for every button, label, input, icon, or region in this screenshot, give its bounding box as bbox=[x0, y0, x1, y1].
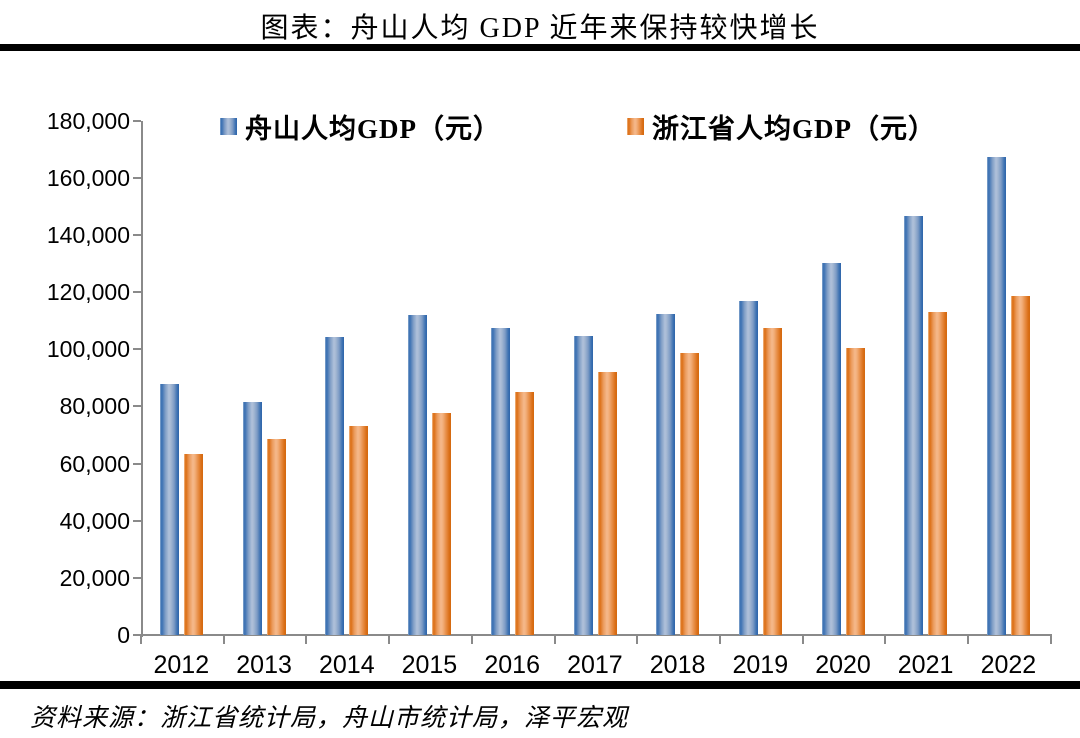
bar-zhoushan-2019 bbox=[739, 301, 758, 635]
bar-zhejiang-2021 bbox=[928, 312, 948, 635]
y-axis-label: 80,000 bbox=[59, 393, 130, 420]
bar-zhejiang-2016 bbox=[514, 392, 534, 635]
bar-zhejiang-2019 bbox=[763, 328, 782, 635]
y-axis-label: 100,000 bbox=[46, 336, 130, 363]
x-axis-label-2020: 2020 bbox=[815, 651, 871, 679]
x-axis-tick bbox=[222, 636, 225, 644]
bar-zhoushan-2018 bbox=[656, 314, 676, 635]
y-axis-tick bbox=[133, 634, 141, 636]
x-axis-label-2016: 2016 bbox=[484, 651, 540, 679]
x-axis-label-2015: 2015 bbox=[401, 651, 458, 679]
bar-zhoushan-2017 bbox=[573, 336, 593, 635]
y-axis-tick bbox=[133, 291, 141, 294]
x-axis-tick bbox=[801, 636, 804, 644]
legend-item-zhejiang: 浙江省人均GDP（元） bbox=[627, 109, 936, 144]
bar-zhoushan-2016 bbox=[490, 328, 510, 635]
x-axis-tick bbox=[718, 636, 721, 644]
bar-zhejiang-2015 bbox=[432, 413, 452, 635]
top-divider bbox=[0, 44, 1080, 51]
bar-zhoushan-2013 bbox=[242, 402, 262, 635]
bar-zhoushan-2022 bbox=[987, 157, 1007, 635]
x-axis-label-2019: 2019 bbox=[732, 651, 789, 679]
legend-swatch-orange bbox=[627, 117, 644, 135]
y-axis-label: 40,000 bbox=[59, 507, 130, 534]
y-axis-label: 60,000 bbox=[59, 450, 130, 477]
legend-label: 浙江省人均GDP（元） bbox=[652, 113, 936, 144]
x-axis-tick bbox=[884, 636, 887, 644]
x-axis-tick bbox=[967, 636, 969, 644]
y-axis-line bbox=[141, 121, 143, 637]
x-axis-tick bbox=[1049, 636, 1052, 644]
bar-zhejiang-2012 bbox=[184, 454, 203, 635]
x-axis-tick bbox=[636, 636, 639, 644]
bar-zhoushan-2021 bbox=[904, 216, 924, 635]
x-axis-tick bbox=[470, 636, 473, 644]
y-axis-tick bbox=[133, 348, 141, 351]
bar-zhejiang-2013 bbox=[266, 439, 286, 635]
bar-zhejiang-2022 bbox=[1011, 296, 1031, 635]
y-axis-tick bbox=[133, 176, 141, 179]
y-axis-tick bbox=[133, 119, 141, 122]
x-axis-label-2021: 2021 bbox=[897, 651, 954, 679]
x-axis-tick bbox=[388, 636, 391, 644]
bar-zhejiang-2017 bbox=[597, 372, 617, 635]
legend-swatch-blue bbox=[220, 117, 237, 135]
bar-zhoushan-2014 bbox=[325, 337, 345, 635]
x-axis-label-2018: 2018 bbox=[649, 651, 706, 679]
x-axis-line bbox=[140, 634, 1052, 636]
legend-item-zhoushan: 舟山人均GDP（元） bbox=[220, 109, 501, 144]
y-axis-tick bbox=[133, 233, 141, 236]
bar-zhejiang-2018 bbox=[680, 353, 700, 635]
x-axis-label-2014: 2014 bbox=[318, 651, 375, 679]
bar-zhoushan-2015 bbox=[408, 315, 428, 635]
bar-zhoushan-2012 bbox=[160, 384, 179, 635]
chart-title: 图表：舟山人均 GDP 近年来保持较快增长 bbox=[260, 13, 820, 44]
bar-zhejiang-2014 bbox=[349, 426, 369, 635]
x-axis-tick bbox=[140, 636, 142, 644]
y-axis-tick bbox=[133, 462, 141, 465]
x-axis-tick bbox=[305, 636, 308, 644]
bar-zhejiang-2020 bbox=[845, 348, 865, 635]
y-axis-tick bbox=[133, 405, 141, 408]
y-axis-label: 120,000 bbox=[46, 279, 130, 306]
y-axis-label: 180,000 bbox=[46, 107, 130, 134]
bar-zhoushan-2020 bbox=[821, 263, 841, 635]
y-axis-label: 0 bbox=[117, 622, 130, 648]
source-note: 资料来源：浙江省统计局，舟山市统计局，泽平宏观 bbox=[30, 705, 629, 732]
x-axis-label-2022: 2022 bbox=[980, 651, 1037, 679]
y-axis-label: 140,000 bbox=[46, 221, 130, 248]
y-axis-label: 160,000 bbox=[46, 164, 130, 191]
legend-label: 舟山人均GDP（元） bbox=[245, 113, 501, 144]
x-axis-label-2017: 2017 bbox=[567, 651, 623, 679]
y-axis-tick bbox=[133, 576, 141, 579]
x-axis-label-2013: 2013 bbox=[236, 651, 292, 679]
y-axis-tick bbox=[133, 519, 141, 522]
x-axis-label-2012: 2012 bbox=[153, 651, 210, 679]
x-axis-tick bbox=[553, 636, 556, 644]
y-axis-label: 20,000 bbox=[59, 564, 130, 591]
bottom-divider bbox=[0, 681, 1080, 689]
